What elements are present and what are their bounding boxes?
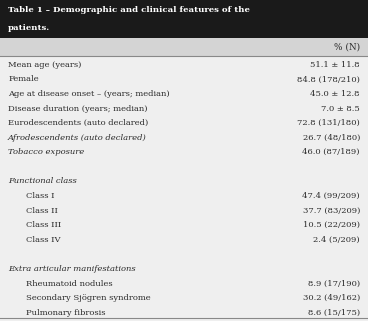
Text: Disease duration (years; median): Disease duration (years; median) [8,105,148,113]
Text: Class II: Class II [26,207,59,215]
Text: patients.: patients. [8,24,50,32]
Text: 2.4 (5/209): 2.4 (5/209) [313,236,360,244]
Text: Table 1 – Demographic and clinical features of the: Table 1 – Demographic and clinical featu… [8,6,250,14]
Text: 26.7 (48/180): 26.7 (48/180) [302,134,360,142]
Text: 37.7 (83/209): 37.7 (83/209) [302,207,360,215]
Text: 30.2 (49/162): 30.2 (49/162) [302,294,360,302]
Text: 7.0 ± 8.5: 7.0 ± 8.5 [321,105,360,113]
Text: Class I: Class I [26,192,55,200]
Text: Age at disease onset – (years; median): Age at disease onset – (years; median) [8,90,170,98]
Text: Secondary Sjögren syndrome: Secondary Sjögren syndrome [26,294,151,302]
Text: Extra articular manifestations: Extra articular manifestations [8,265,136,273]
Text: Pulmonary fibrosis: Pulmonary fibrosis [26,309,106,317]
Text: Afrodescendents (auto declared): Afrodescendents (auto declared) [8,134,147,142]
Text: 47.4 (99/209): 47.4 (99/209) [302,192,360,200]
FancyBboxPatch shape [0,0,368,38]
Text: 10.5 (22/209): 10.5 (22/209) [303,221,360,229]
Text: Class IV: Class IV [26,236,61,244]
Text: Female: Female [8,75,39,83]
Text: Class III: Class III [26,221,62,229]
FancyBboxPatch shape [0,38,368,56]
Text: Rheumatoid nodules: Rheumatoid nodules [26,280,113,288]
Text: 46.0 (87/189): 46.0 (87/189) [302,148,360,156]
Text: Mean age (years): Mean age (years) [8,61,81,69]
Text: Eurodescendents (auto declared): Eurodescendents (auto declared) [8,119,148,127]
Text: % (N): % (N) [334,43,360,52]
Text: Functional class: Functional class [8,178,77,186]
Text: 84.8 (178/210): 84.8 (178/210) [297,75,360,83]
Text: 45.0 ± 12.8: 45.0 ± 12.8 [310,90,360,98]
Text: 72.8 (131/180): 72.8 (131/180) [297,119,360,127]
Text: 8.6 (15/175): 8.6 (15/175) [308,309,360,317]
Text: 51.1 ± 11.8: 51.1 ± 11.8 [310,61,360,69]
Text: Tobacco exposure: Tobacco exposure [8,148,84,156]
Text: 8.9 (17/190): 8.9 (17/190) [308,280,360,288]
